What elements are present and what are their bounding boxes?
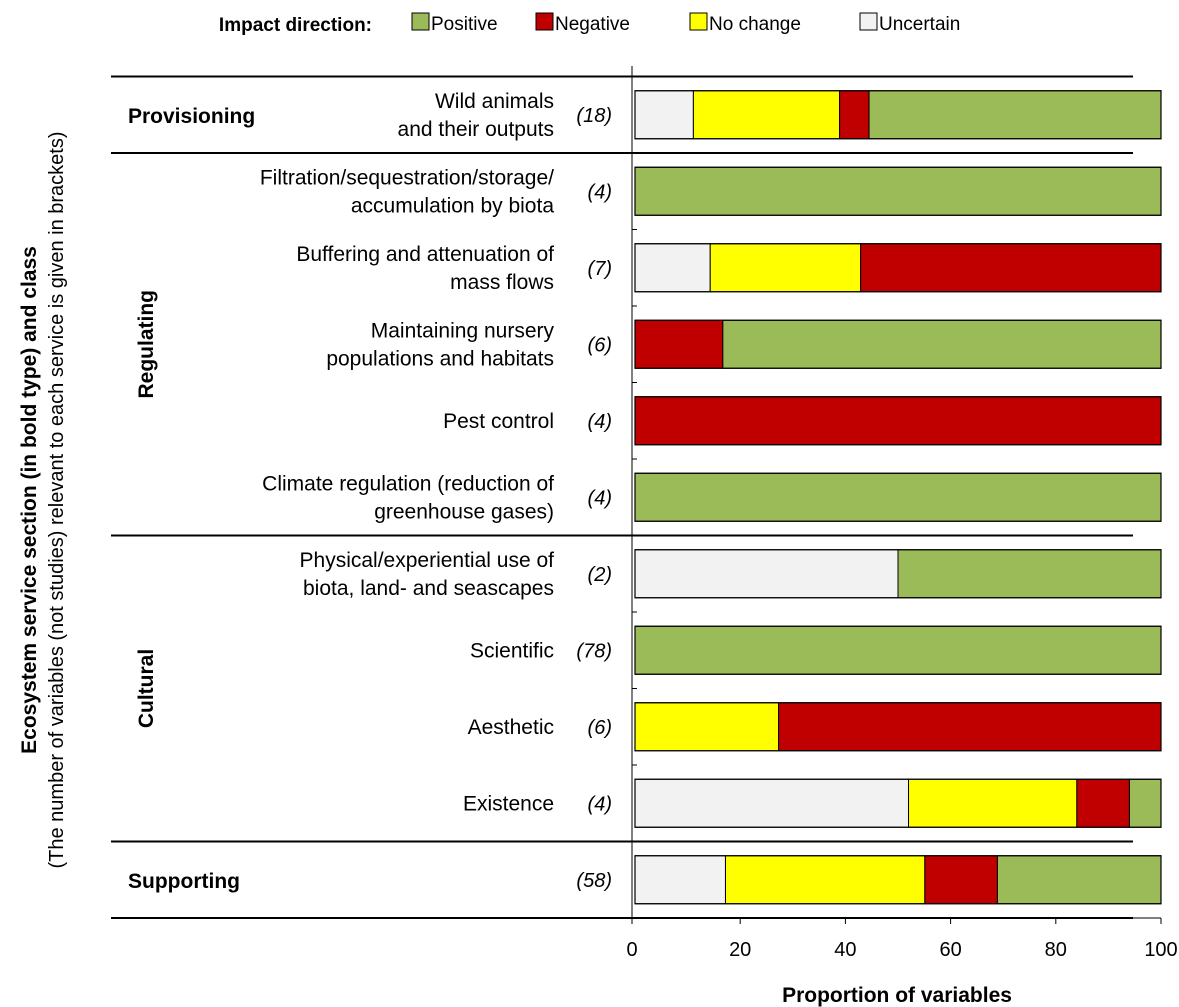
legend-swatch-uncertain [859,12,878,31]
row-count-7: (78) [576,640,612,662]
row-label-9-line-0: Existence [463,792,554,815]
x-tick-label-100: 100 [1144,939,1177,961]
bar-outline-row-8 [634,702,1162,752]
section-label-regulating: Regulating [135,290,158,399]
row-label-3-line-1: populations and habitats [326,347,554,370]
bar-segment-uncertain-row-9 [634,778,910,828]
legend-title: Impact direction: [219,15,372,36]
bar-outline-row-9 [634,778,1162,828]
section-label-provisioning: Provisioning [128,105,255,128]
row-label-5-line-1: greenhouse gases) [374,500,554,523]
row-count-3: (6) [588,334,612,356]
row-count-6: (2) [588,564,612,586]
legend-swatch-negative [535,12,554,31]
x-tick-label-40: 40 [834,939,856,961]
bar-outline-row-7 [634,625,1162,675]
bar-segment-positive-row-9 [1128,778,1162,828]
bar-outline-row-3 [634,319,1162,369]
row-label-2-line-1: mass flows [450,271,554,294]
axes: 0 20 40 60 80 100 [626,66,1178,961]
row-label-4-line-0: Pest control [443,410,554,433]
bar-segment-no-change-row-8 [634,702,780,752]
bar-outline-row-1 [634,166,1162,216]
bar-outline-row-10 [634,855,1162,905]
y-axis-title-bold: Ecosystem service section (in bold type)… [18,246,41,754]
legend-label-no-change: No change [709,14,801,35]
row-label-7-line-0: Scientific [470,639,554,662]
bar-segment-negative-row-3 [634,319,724,369]
bar-segment-negative-row-2 [860,243,1162,293]
bar-segment-no-change-row-2 [709,243,862,293]
x-tick-label-80: 80 [1045,939,1067,961]
row-count-1: (4) [588,181,612,203]
row-label-1-line-1: accumulation by biota [351,194,554,217]
bar-segment-no-change-row-9 [908,778,1078,828]
x-axis-title: Proportion of variables [782,984,1012,1007]
y-axis-title-subtitle: (The number of variables (not studies) r… [46,131,68,868]
row-count-9: (4) [588,793,612,815]
legend-label-negative: Negative [555,14,630,35]
bars [634,90,1162,905]
row-count-8: (6) [588,717,612,739]
row-count-0: (18) [576,105,612,127]
row-label-8-line-0: Aesthetic [468,716,554,739]
bar-segment-positive-row-7 [634,625,1162,675]
row-count-4: (4) [588,411,612,433]
row-count-10: (58) [576,870,612,892]
bar-segment-negative-row-0 [839,90,870,140]
row-count-5: (4) [588,487,612,509]
x-tick-label-0: 0 [626,939,637,961]
section-labels: Provisioning Regulating Cultural Supporting [128,105,255,893]
row-label-2-line-0: Buffering and attenuation of [296,243,554,266]
row-label-0-line-1: and their outputs [398,118,554,141]
section-label-cultural: Cultural [135,649,158,728]
bar-segment-no-change-row-0 [692,90,841,140]
bar-outline-row-5 [634,472,1162,522]
y-axis-title: Ecosystem service section (in bold type)… [18,131,68,868]
row-label-6-line-0: Physical/experiential use of [300,549,555,572]
legend-label-uncertain: Uncertain [879,14,960,35]
bar-segment-uncertain-row-10 [634,855,726,905]
row-label-5-line-0: Climate regulation (reduction of [262,472,554,495]
bar-outline-row-6 [634,549,1162,599]
row-label-3-line-0: Maintaining nursery [371,319,555,342]
bar-segment-positive-row-0 [868,90,1162,140]
bar-outline-row-0 [634,90,1162,140]
legend-swatch-no-change [689,12,708,31]
bar-segment-positive-row-5 [634,472,1162,522]
bar-segment-uncertain-row-2 [634,243,711,293]
legend-swatch-positive [411,12,430,31]
row-label-0-line-0: Wild animals [435,90,554,113]
row-label-6-line-1: biota, land- and seascapes [303,577,554,600]
bar-outline-row-2 [634,243,1162,293]
bar-segment-positive-row-10 [996,855,1162,905]
section-separators [111,75,1133,919]
bar-segment-negative-row-9 [1076,778,1130,828]
row-count-2: (7) [588,258,612,280]
bar-segment-uncertain-row-0 [634,90,694,140]
bar-segment-negative-row-8 [778,702,1162,752]
bar-segment-negative-row-10 [924,855,998,905]
bar-segment-uncertain-row-6 [634,549,899,599]
legend: Impact direction: Positive Negative No cha… [219,12,960,36]
bar-outline-row-4 [634,396,1162,446]
bar-segment-positive-row-3 [722,319,1162,369]
bar-segment-no-change-row-10 [724,855,926,905]
x-tick-label-60: 60 [939,939,961,961]
x-tick-label-20: 20 [729,939,751,961]
bar-segment-positive-row-6 [897,549,1162,599]
section-label-supporting: Supporting [128,870,240,893]
bar-segment-positive-row-1 [634,166,1162,216]
bar-segment-negative-row-4 [634,396,1162,446]
row-label-1-line-0: Filtration/sequestration/storage/ [260,166,554,189]
legend-label-positive: Positive [431,14,498,35]
row-labels: Wild animals and their outputs (18) Filtrat… [260,90,612,892]
